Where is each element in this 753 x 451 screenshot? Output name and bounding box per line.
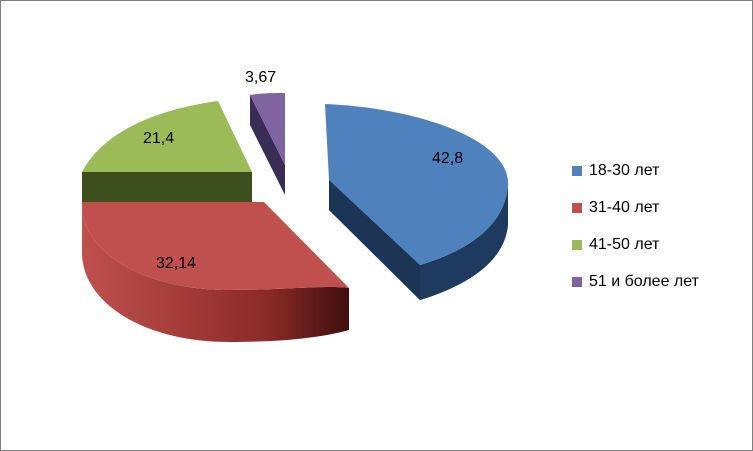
legend-item-31-40: 31-40 лет [572, 189, 699, 226]
legend-swatch-51-plus [572, 276, 582, 287]
slice-41-50 [82, 101, 252, 202]
slice-41-50-side [82, 172, 252, 202]
legend-item-41-50: 41-50 лет [572, 226, 699, 263]
slice-18-30 [325, 104, 509, 300]
legend: 18-30 лет 31-40 лет 41-50 лет 51 и более… [572, 152, 699, 300]
slice-41-50-top [82, 101, 252, 172]
legend-item-51-plus: 51 и более лет [572, 263, 699, 300]
data-label-41-50: 21,4 [143, 130, 174, 147]
slice-18-30-side-front [420, 185, 508, 300]
legend-label-18-30: 18-30 лет [589, 161, 660, 179]
slice-51-plus-top [250, 93, 285, 165]
data-label-51-plus: 3,67 [245, 69, 276, 86]
slice-18-30-side-left [329, 180, 420, 300]
slice-51-plus [250, 93, 285, 195]
legend-label-51-plus: 51 и более лет [589, 272, 699, 290]
legend-swatch-31-40 [572, 202, 582, 213]
slice-31-40-top [81, 202, 349, 290]
legend-swatch-41-50 [572, 239, 582, 250]
legend-item-18-30: 18-30 лет [572, 152, 699, 189]
legend-label-41-50: 41-50 лет [589, 235, 660, 253]
slice-31-40-side [81, 202, 349, 342]
slice-51-plus-side [250, 95, 285, 195]
slice-31-40 [81, 202, 349, 342]
slice-18-30-top [325, 104, 509, 265]
data-label-31-40: 32,14 [156, 255, 196, 272]
legend-label-31-40: 31-40 лет [589, 198, 660, 216]
legend-swatch-18-30 [572, 165, 582, 176]
data-label-18-30: 42,8 [432, 150, 463, 167]
